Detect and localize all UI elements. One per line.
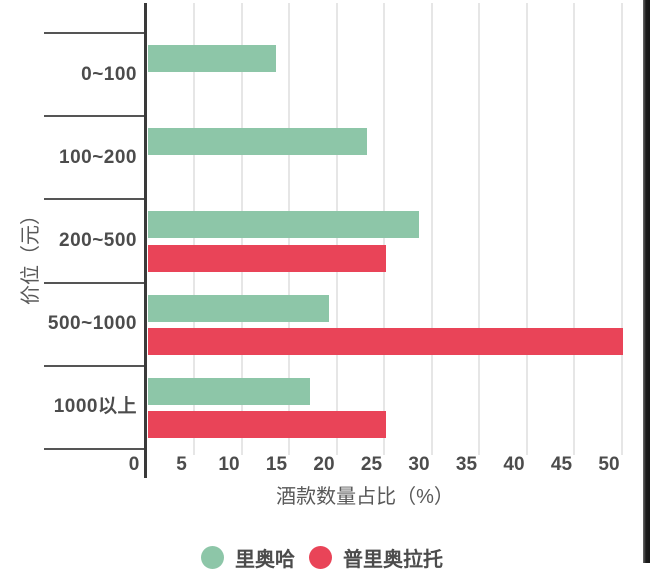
category-tick-line	[44, 281, 147, 284]
gridline	[573, 3, 575, 455]
legend: 里奥哈 普里奥拉托	[0, 543, 644, 572]
category-tick-line	[44, 448, 147, 450]
y-axis-title: 价位（元）	[20, 205, 42, 305]
category-tick-line	[44, 364, 147, 367]
bar	[148, 128, 367, 156]
x-tick-label: 0	[128, 454, 140, 475]
x-tick-label: 15	[265, 454, 288, 475]
x-tick-label: 25	[360, 454, 383, 475]
category-tick-line	[44, 198, 147, 201]
legend-label: 里奥哈	[235, 548, 295, 571]
bar	[148, 411, 386, 439]
bar	[148, 377, 310, 405]
bar	[148, 328, 623, 356]
legend-item: 里奥哈	[201, 543, 295, 572]
right-edge-border	[643, 0, 650, 563]
gridline	[478, 3, 480, 455]
category-label: 500~1000	[47, 313, 137, 335]
x-tick-label: 20	[313, 454, 335, 475]
bar	[148, 45, 277, 72]
x-tick-label: 45	[550, 454, 573, 475]
legend-item: 普里奥拉托	[309, 543, 443, 572]
x-tick-label: 30	[408, 454, 430, 475]
bar	[148, 244, 386, 272]
x-tick-label: 50	[598, 454, 620, 475]
legend-marker-circle-icon	[201, 545, 224, 569]
bar	[148, 294, 329, 322]
y-axis-line	[144, 3, 147, 478]
x-tick-label: 5	[176, 454, 187, 475]
x-tick-label: 10	[218, 454, 240, 475]
legend-marker-circle-icon	[309, 545, 332, 569]
x-axis-title: 酒款数量占比（%）	[276, 486, 454, 508]
category-label: 200~500	[59, 230, 137, 251]
legend-label: 普里奥拉托	[343, 548, 443, 571]
x-tick-label: 40	[503, 454, 525, 475]
gridline	[430, 3, 433, 455]
category-tick-line	[44, 32, 147, 34]
x-tick-label: 35	[455, 454, 478, 475]
category-tick-line	[44, 115, 147, 118]
gridline	[620, 3, 623, 455]
category-label: 0~100	[81, 63, 137, 85]
bar	[148, 211, 419, 239]
category-label: 100~200	[59, 146, 137, 168]
gridline	[525, 3, 528, 455]
category-label: 1000以上	[53, 396, 137, 418]
